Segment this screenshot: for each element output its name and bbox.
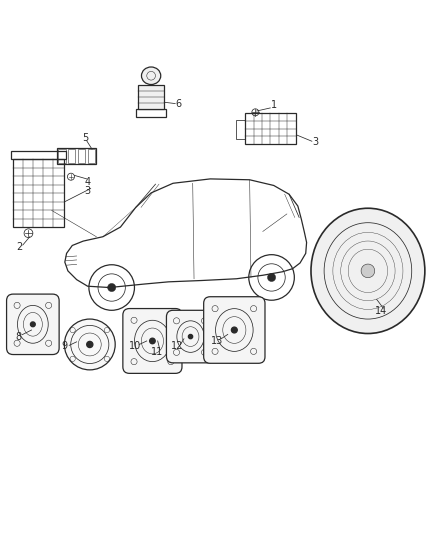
Bar (245, 113, 296, 144)
FancyBboxPatch shape (7, 294, 59, 354)
Bar (138, 85, 164, 109)
Bar (57, 148, 96, 165)
FancyBboxPatch shape (204, 297, 265, 364)
Text: 8: 8 (15, 332, 21, 342)
Bar (13, 159, 64, 227)
FancyBboxPatch shape (123, 309, 182, 374)
Bar (88, 149, 95, 163)
Circle shape (231, 327, 237, 333)
FancyBboxPatch shape (166, 310, 215, 363)
Text: 2: 2 (17, 242, 23, 252)
Text: 12: 12 (171, 341, 184, 351)
Text: 13: 13 (211, 336, 223, 346)
Text: 10: 10 (129, 341, 141, 351)
Bar (11, 151, 66, 159)
Bar (58, 149, 66, 163)
Text: 3: 3 (312, 136, 318, 147)
Text: 4: 4 (85, 177, 91, 188)
Ellipse shape (141, 67, 161, 85)
Circle shape (64, 319, 115, 370)
Text: 6: 6 (176, 100, 182, 109)
Text: 9: 9 (62, 341, 68, 351)
Bar (68, 149, 75, 163)
Text: 3: 3 (85, 186, 91, 196)
Text: 11: 11 (151, 347, 163, 357)
Circle shape (87, 342, 93, 348)
Bar (78, 149, 85, 163)
Circle shape (150, 338, 155, 344)
Text: 14: 14 (375, 306, 387, 316)
Bar (136, 109, 166, 117)
Text: 5: 5 (82, 133, 88, 143)
Circle shape (31, 322, 35, 327)
Text: 1: 1 (271, 100, 277, 110)
Bar (236, 120, 245, 140)
Circle shape (361, 264, 375, 278)
Circle shape (268, 273, 276, 281)
Circle shape (108, 284, 116, 292)
Circle shape (188, 335, 193, 338)
Ellipse shape (311, 208, 425, 334)
